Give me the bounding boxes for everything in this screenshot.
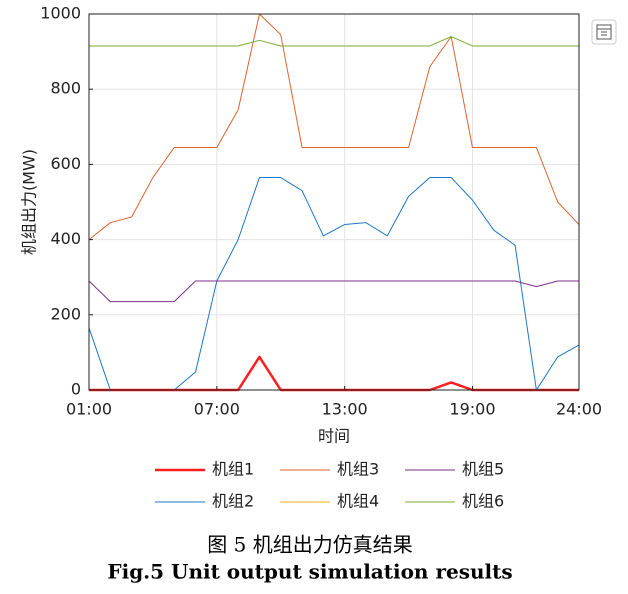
plot-frame (88, 13, 580, 391)
y-tick-label: 1000 (40, 4, 81, 23)
plot-area (89, 14, 579, 390)
x-axis-label: 时间 (318, 427, 350, 446)
series-line (88, 13, 580, 240)
export-button[interactable] (591, 19, 617, 45)
y-axis-label: 机组出力(MW) (20, 149, 39, 255)
legend-label: 机组1 (212, 460, 254, 479)
legend-label: 机组4 (337, 492, 379, 511)
legend-label: 机组2 (212, 492, 254, 511)
x-tick-label: 07:00 (194, 400, 240, 419)
x-tick-label: 24:00 (556, 400, 602, 419)
legend-label: 机组6 (462, 492, 504, 511)
legend-label: 机组3 (337, 460, 379, 479)
series-line (88, 280, 579, 303)
y-tick-label: 600 (50, 154, 81, 173)
x-tick-label: 19:00 (449, 400, 495, 419)
series-line (89, 36, 579, 47)
y-tick-label: 200 (50, 304, 81, 323)
legend-label: 机组5 (462, 460, 504, 479)
y-tick-label: 400 (50, 229, 81, 248)
x-tick-label: 13:00 (322, 400, 368, 419)
y-tick-label: 800 (50, 79, 81, 98)
caption: 图 5 机组出力仿真结果 (207, 533, 412, 557)
caption-en: Fig.5 Unit output simulation results (107, 560, 512, 584)
x-tick-label: 01:00 (66, 400, 112, 419)
y-tick-label: 0 (71, 380, 81, 399)
